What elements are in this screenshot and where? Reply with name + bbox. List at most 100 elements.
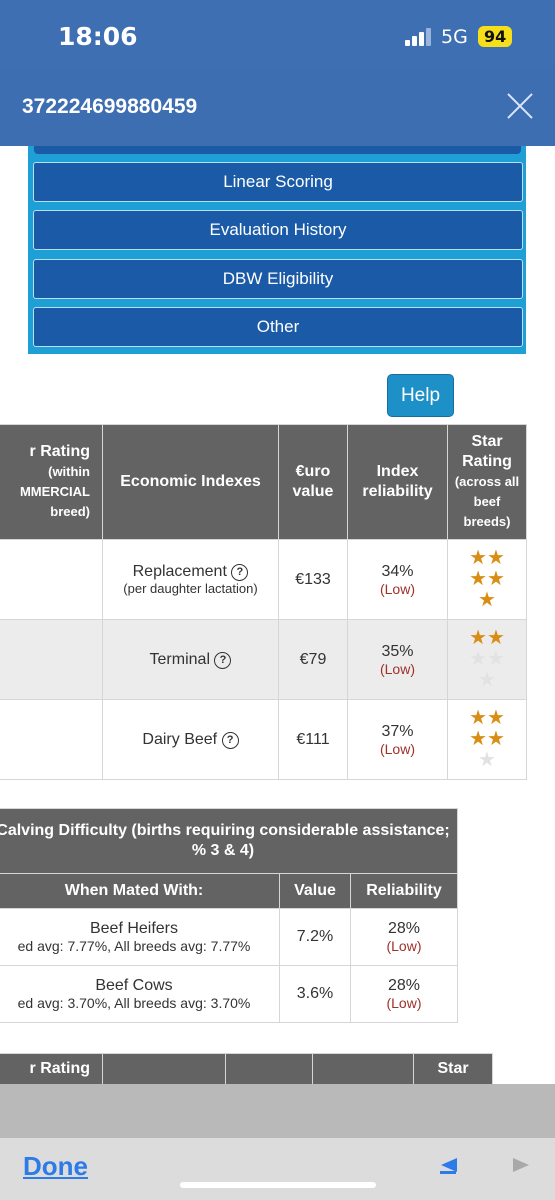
reliability-level: (Low) [386, 995, 422, 1011]
star-rating-header: Star Rating (across all beef breeds) [447, 424, 527, 540]
star-icon: ★ [478, 589, 496, 611]
star-rating: ★★ ★★ ★ [462, 628, 512, 691]
reliability-cell: 37% (Low) [347, 699, 448, 780]
star-cell: ★★ ★★ ★ [447, 699, 527, 780]
reliability-header: Index reliability [347, 424, 448, 540]
modal-header: 372224699880459 [0, 68, 555, 146]
star-icon: ★ [487, 627, 505, 649]
table-row: Beef Heifers ed avg: 7.77%, All breeds av… [0, 908, 458, 966]
help-circle-icon[interactable]: ? [221, 731, 239, 749]
next-star-header: Star [413, 1053, 493, 1084]
reliability-value: 37% [381, 722, 414, 740]
star-icon: ★ [469, 627, 487, 649]
help-circle-icon[interactable]: ? [231, 564, 249, 581]
network-type: 5G [441, 26, 468, 48]
rating-cell [0, 619, 103, 700]
star-rating: ★★ ★★ ★ [462, 708, 512, 771]
help-circle-icon[interactable]: ? [214, 651, 232, 669]
mated-group: Beef Cows [95, 977, 173, 994]
next-rating-header: r Rating [0, 1053, 103, 1084]
star-icon: ★ [487, 547, 505, 569]
euro-value: €133 [278, 539, 348, 620]
next-header-2 [102, 1053, 226, 1084]
star-rating-sub: (across all beef breeds) [454, 474, 520, 529]
reliability-cell: 28% (Low) [350, 965, 458, 1023]
reliability-cell: 35% (Low) [347, 619, 448, 700]
status-time: 18:06 [58, 22, 138, 51]
euro-value: €111 [278, 699, 348, 780]
rating-within-header: r Rating (within MMERCIAL breed) [0, 424, 103, 540]
table-row: Beef Cows ed avg: 3.70%, All breeds avg: … [0, 965, 458, 1023]
battery-badge: 94 [478, 26, 513, 47]
star-icon: ★ [469, 728, 487, 750]
mated-cell: Beef Heifers ed avg: 7.77%, All breeds av… [0, 908, 280, 966]
previous-arrow-icon[interactable] [440, 1158, 457, 1174]
calving-caption: Calving Difficulty (births requiring con… [0, 808, 458, 874]
star-icon: ★ [487, 728, 505, 750]
signal-icon [405, 28, 435, 46]
star-empty-icon: ★ [487, 648, 505, 670]
index-name-cell: Terminal ? [102, 619, 279, 700]
reliability-level: (Low) [386, 938, 422, 954]
browser-toolbar: Done [0, 1084, 555, 1200]
star-cell: ★★ ★★ ★ [447, 619, 527, 700]
index-name: Terminal [149, 650, 210, 668]
reliability-level: (Low) [379, 740, 415, 757]
reliability-level: (Low) [379, 660, 415, 677]
table-row: Terminal ? €79 35% (Low) ★★ ★★ ★ [0, 619, 527, 700]
star-empty-icon: ★ [478, 749, 496, 771]
home-indicator [180, 1182, 376, 1188]
index-name: Replacement [132, 563, 227, 580]
reliability-value: 28% [387, 920, 421, 937]
rating-cell [0, 699, 103, 780]
menu-item-other[interactable]: Other [33, 307, 523, 347]
table-row: Dairy Beef ? €111 37% (Low) ★★ ★★ ★ [0, 699, 527, 780]
reliability-cell: 34% (Low) [347, 539, 448, 620]
mated-header: When Mated With: [0, 873, 280, 909]
star-cell: ★★ ★★ ★ [447, 539, 527, 620]
modal-content[interactable]: Linear Scoring Evaluation History DBW El… [0, 146, 555, 1084]
next-table-partial: r Rating Star [0, 1053, 493, 1084]
index-name: Dairy Beef [142, 730, 218, 748]
star-icon: ★ [487, 707, 505, 729]
reliability-level: (Low) [379, 580, 415, 597]
table-row: Replacement ? (per daughter lactation) €1… [0, 539, 527, 620]
mated-group: Beef Heifers [89, 920, 179, 937]
rating-cell [0, 539, 103, 620]
reliability-value: 35% [381, 642, 414, 660]
economic-index-table: r Rating (within MMERCIAL breed) Economi… [0, 424, 527, 780]
reliability-header: Reliability [350, 873, 458, 909]
reliability-cell: 28% (Low) [350, 908, 458, 966]
value-header: Value [279, 873, 351, 909]
star-rating: ★★ ★★ ★ [462, 548, 512, 611]
star-empty-icon: ★ [478, 669, 496, 691]
done-button[interactable]: Done [23, 1151, 88, 1181]
status-bar: 18:06 5G 94 [0, 0, 555, 68]
menu-item-dbw-eligibility[interactable]: DBW Eligibility [33, 259, 523, 299]
menu-item-evaluation-history[interactable]: Evaluation History [33, 210, 523, 250]
rating-within-sub: (within MMERCIAL breed) [19, 464, 90, 519]
index-name-cell: Replacement ? (per daughter lactation) [102, 539, 279, 620]
star-rating-title: Star Rating [462, 433, 512, 470]
star-icon: ★ [469, 568, 487, 590]
star-icon: ★ [469, 547, 487, 569]
economic-header: Economic Indexes [102, 424, 279, 540]
menu-item-partial[interactable] [34, 146, 521, 154]
index-name-cell: Dairy Beef ? [102, 699, 279, 780]
star-icon: ★ [469, 707, 487, 729]
close-icon[interactable] [506, 92, 534, 120]
menu-item-linear-scoring[interactable]: Linear Scoring [33, 162, 523, 202]
star-icon: ★ [487, 568, 505, 590]
next-arrow-icon[interactable] [513, 1158, 529, 1172]
page-title: 372224699880459 [22, 95, 198, 118]
next-header-4 [312, 1053, 414, 1084]
index-sub: (per daughter lactation) [123, 581, 258, 596]
reliability-value: 34% [381, 562, 414, 580]
euro-header: €uro value [278, 424, 348, 540]
mated-cell: Beef Cows ed avg: 3.70%, All breeds avg: … [0, 965, 280, 1023]
next-header-3 [225, 1053, 313, 1084]
mated-avg: ed avg: 3.70%, All breeds avg: 3.70% [17, 995, 251, 1011]
section-menu: Linear Scoring Evaluation History DBW El… [28, 146, 526, 354]
calving-difficulty-table: Calving Difficulty (births requiring con… [0, 808, 458, 1023]
help-button[interactable]: Help [387, 374, 454, 417]
